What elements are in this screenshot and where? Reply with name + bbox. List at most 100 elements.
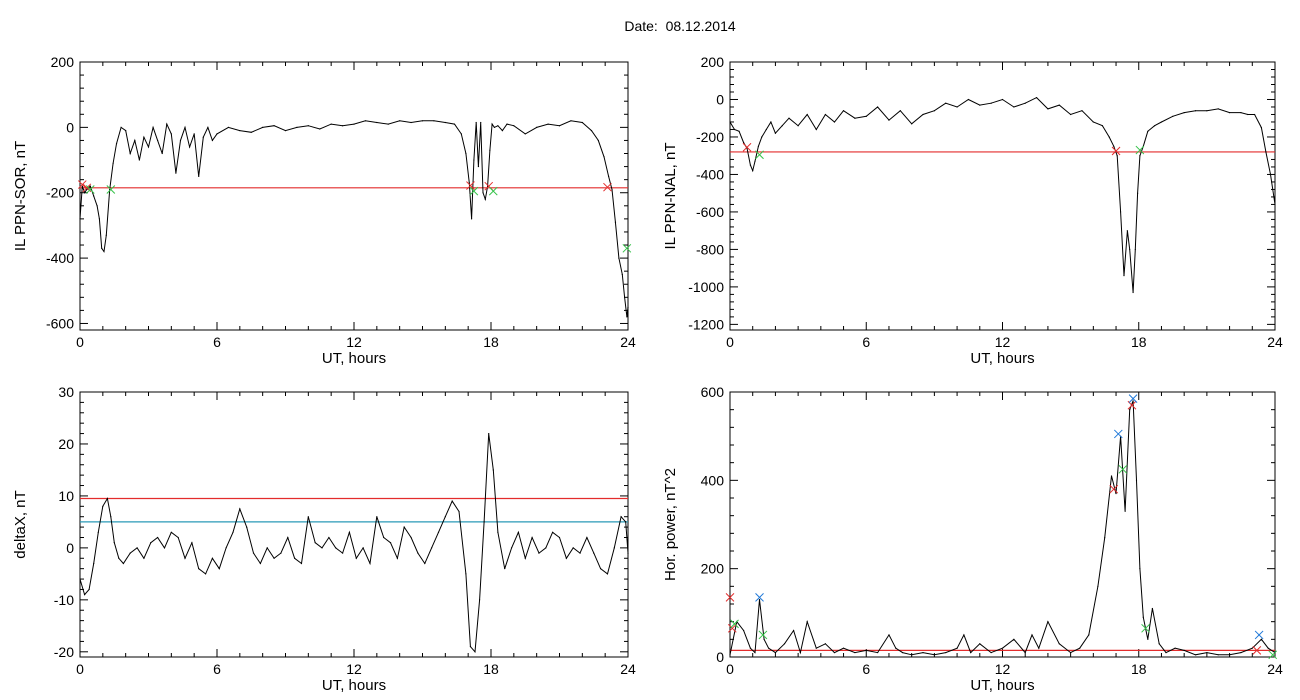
data-point bbox=[625, 521, 627, 523]
data-point bbox=[1058, 643, 1060, 645]
data-point bbox=[815, 128, 817, 131]
event-marker bbox=[85, 185, 95, 194]
event-marker bbox=[77, 180, 87, 189]
marker-stroke bbox=[1113, 429, 1123, 439]
marker-stroke bbox=[1141, 623, 1150, 633]
data-point bbox=[170, 531, 172, 533]
data-point bbox=[480, 121, 482, 124]
data-point bbox=[97, 531, 99, 533]
data-point bbox=[491, 123, 493, 125]
x-tick-label: 0 bbox=[76, 661, 84, 677]
data-point bbox=[284, 130, 287, 132]
data-point bbox=[184, 557, 186, 559]
data-point bbox=[110, 516, 112, 518]
x-tick-label: 18 bbox=[483, 661, 499, 677]
event-marker bbox=[730, 619, 739, 629]
y-tick-label: 400 bbox=[701, 472, 725, 488]
data-point bbox=[421, 120, 424, 122]
data-point bbox=[901, 651, 904, 654]
data-point bbox=[125, 130, 127, 132]
y-tick-label: -200 bbox=[46, 185, 74, 201]
data-point bbox=[600, 568, 602, 570]
data-point bbox=[783, 643, 786, 645]
data-point bbox=[743, 141, 745, 144]
data-point bbox=[899, 110, 901, 112]
data-point bbox=[122, 562, 124, 565]
y-axis-label: Hor. power, nT^2 bbox=[662, 468, 679, 581]
data-point bbox=[300, 562, 303, 565]
y-tick-label: -20 bbox=[54, 644, 74, 660]
data-point bbox=[157, 536, 159, 539]
data-point bbox=[465, 573, 467, 575]
x-tick-label: 6 bbox=[862, 661, 870, 677]
data-point bbox=[1047, 621, 1049, 623]
data-point bbox=[597, 139, 599, 142]
data-point bbox=[341, 552, 344, 554]
data-point bbox=[307, 516, 309, 518]
data-point bbox=[250, 131, 252, 133]
data-point bbox=[98, 218, 101, 220]
data-point bbox=[239, 508, 241, 510]
data-point bbox=[752, 170, 754, 172]
data-point bbox=[865, 115, 867, 117]
data-point bbox=[1119, 211, 1122, 213]
data-point bbox=[115, 143, 118, 145]
data-point bbox=[513, 125, 515, 127]
data-point bbox=[437, 531, 440, 533]
data-point bbox=[417, 552, 419, 554]
data-point bbox=[538, 552, 540, 554]
data-point bbox=[1260, 638, 1262, 640]
data-point bbox=[376, 516, 378, 518]
event-marker bbox=[1109, 484, 1119, 494]
data-point bbox=[202, 136, 204, 138]
data-point bbox=[570, 120, 572, 122]
data-point bbox=[1126, 230, 1128, 232]
data-point bbox=[246, 526, 248, 528]
data-point bbox=[611, 188, 613, 191]
data-point bbox=[765, 128, 767, 131]
event-marker bbox=[466, 181, 475, 190]
data-point bbox=[1228, 112, 1231, 114]
plot-frame bbox=[729, 61, 1276, 331]
data-point bbox=[524, 557, 526, 559]
x-tick-label: 12 bbox=[995, 334, 1011, 350]
data-point bbox=[493, 126, 496, 128]
marker-stroke bbox=[1252, 646, 1262, 655]
data-point bbox=[754, 651, 756, 654]
data-point bbox=[627, 552, 629, 554]
data-point bbox=[1132, 291, 1134, 294]
data-point bbox=[1123, 275, 1125, 277]
plot-frame bbox=[729, 391, 1276, 658]
y-tick-label: 30 bbox=[58, 384, 74, 400]
x-tick-label: 6 bbox=[862, 334, 870, 350]
event-marker bbox=[1141, 623, 1150, 633]
event-marker bbox=[755, 150, 764, 160]
data-point bbox=[147, 146, 150, 148]
data-point bbox=[613, 547, 615, 549]
data-point bbox=[842, 647, 845, 649]
data-point bbox=[877, 106, 879, 108]
event-marker bbox=[758, 630, 768, 640]
x-tick-label: 0 bbox=[726, 661, 734, 677]
data-point bbox=[524, 133, 526, 135]
marker-stroke bbox=[742, 142, 752, 152]
data-point bbox=[842, 110, 845, 112]
data-point bbox=[239, 130, 241, 132]
marker-stroke bbox=[85, 185, 95, 194]
data-point bbox=[102, 505, 104, 507]
data-point bbox=[105, 234, 107, 236]
x-tick-label: 0 bbox=[726, 334, 734, 350]
data-point bbox=[581, 121, 583, 124]
event-marker bbox=[622, 243, 632, 253]
data-point bbox=[833, 121, 836, 123]
data-point bbox=[273, 125, 275, 127]
data-point bbox=[945, 651, 947, 654]
data-point bbox=[1240, 651, 1242, 654]
data-point bbox=[621, 273, 623, 276]
data-point bbox=[348, 531, 351, 533]
event-marker bbox=[469, 186, 479, 196]
data-point bbox=[757, 145, 759, 147]
data-point bbox=[1058, 104, 1060, 106]
marker-stroke bbox=[1135, 145, 1145, 155]
